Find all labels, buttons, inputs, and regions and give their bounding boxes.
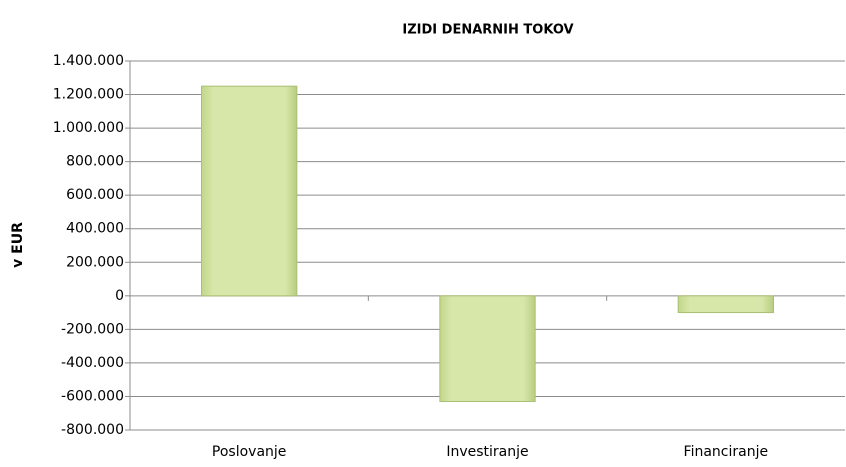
y-tick-label: 400.000 (66, 221, 124, 237)
y-tick-label: -800.000 (61, 422, 124, 438)
bar (677, 295, 775, 314)
bar (201, 85, 298, 297)
y-tick-label: 1.400.000 (53, 53, 124, 69)
x-tick-label: Financiranje (684, 444, 769, 460)
y-tick-label: -600.000 (61, 388, 124, 404)
y-tick-label: 1.200.000 (53, 87, 124, 103)
y-tick-label: -200.000 (61, 321, 124, 337)
x-tick-label: Poslovanje (212, 444, 287, 460)
x-tick-label: Investiranje (446, 444, 528, 460)
y-tick-label: 800.000 (66, 154, 124, 170)
bar (439, 295, 536, 402)
y-tick-label: -400.000 (61, 355, 124, 371)
y-tick-label: 1.000.000 (53, 120, 124, 136)
y-tick-label: 200.000 (66, 254, 124, 270)
chart-title: IZIDI DENARNIH TOKOV (402, 23, 573, 38)
y-tick-label: 0 (115, 288, 124, 304)
y-axis-label: v EUR (10, 222, 26, 268)
y-tick-label: 600.000 (66, 187, 124, 203)
